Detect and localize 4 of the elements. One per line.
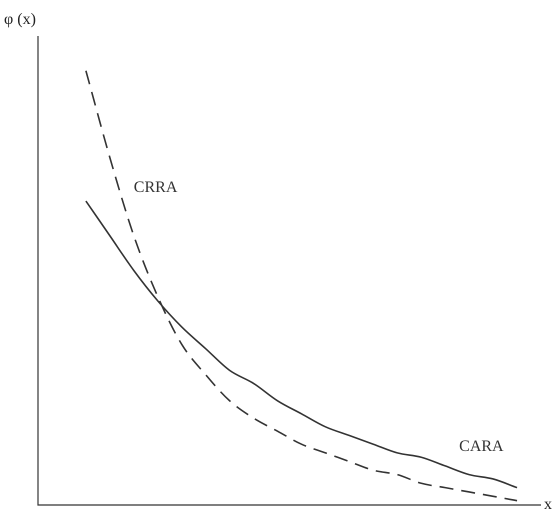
x-axis-title: x [544, 496, 552, 514]
series-label: CRRA [134, 178, 178, 196]
series-label: CARA [459, 438, 504, 455]
y-axis-title: φ (x) [4, 11, 36, 28]
